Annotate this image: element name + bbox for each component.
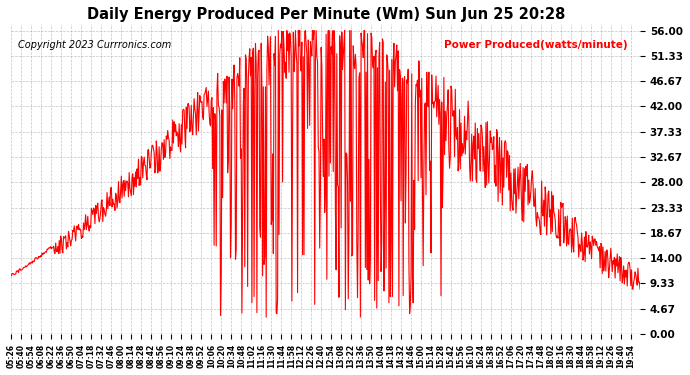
Title: Daily Energy Produced Per Minute (Wm) Sun Jun 25 20:28: Daily Energy Produced Per Minute (Wm) Su… <box>86 7 565 22</box>
Text: Copyright 2023 Currronics.com: Copyright 2023 Currronics.com <box>18 40 171 50</box>
Text: Power Produced(watts/minute): Power Produced(watts/minute) <box>444 40 627 50</box>
